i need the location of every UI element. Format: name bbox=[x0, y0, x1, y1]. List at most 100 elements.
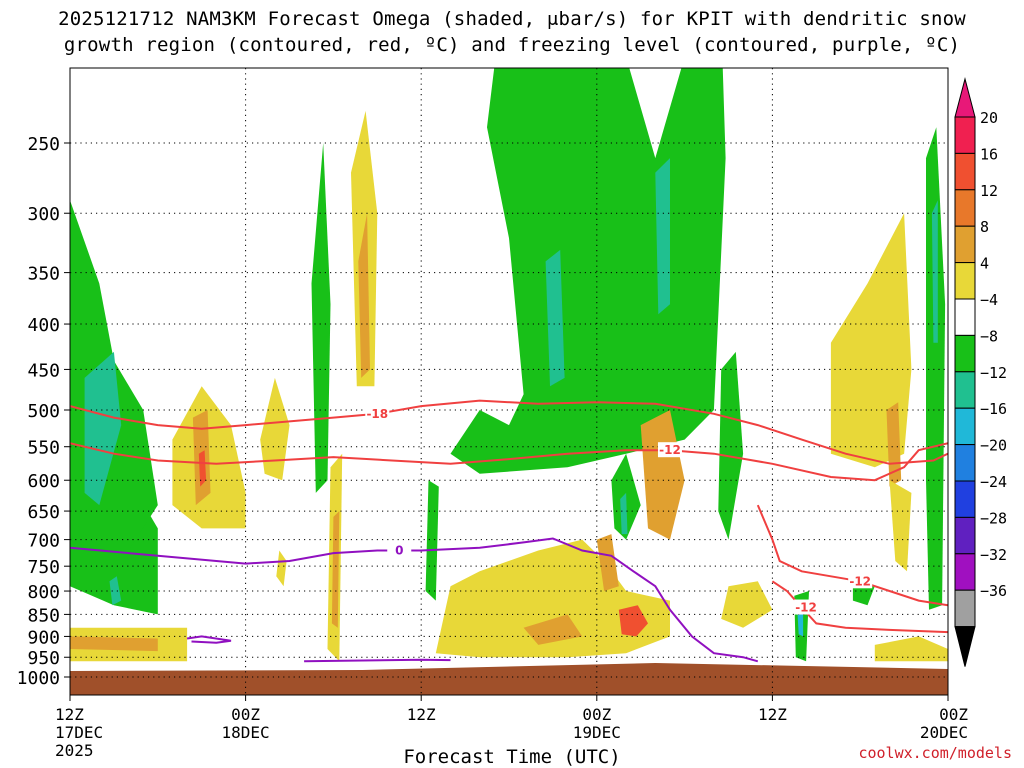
colorbar-bottom-arrow bbox=[954, 626, 976, 667]
colorbar-swatch bbox=[954, 334, 976, 373]
x-tick-label: 12Z bbox=[407, 705, 436, 724]
contour--18 bbox=[70, 399, 948, 465]
colorbar-level: 12 bbox=[980, 182, 998, 200]
x-tick-label: 00Z bbox=[939, 705, 968, 724]
omega-region-32 bbox=[830, 213, 912, 468]
y-tick-label: 950 bbox=[27, 648, 60, 669]
y-tick-label: 850 bbox=[27, 605, 60, 626]
colorbar-level: 8 bbox=[980, 218, 989, 236]
contour-label: -18 bbox=[366, 407, 388, 421]
y-tick-label: 800 bbox=[27, 582, 60, 603]
colorbar-level: −24 bbox=[980, 473, 1007, 491]
omega-region-16 bbox=[425, 480, 439, 601]
colorbar-level: −28 bbox=[980, 509, 1007, 527]
colorbar-swatch bbox=[954, 262, 976, 300]
omega-shading bbox=[70, 68, 948, 662]
colorbar-swatch bbox=[954, 480, 976, 518]
colorbar-swatch bbox=[954, 116, 976, 154]
plot-frame bbox=[69, 67, 949, 696]
x-tick-date: 17DEC bbox=[55, 723, 103, 742]
contour--12c bbox=[771, 580, 948, 634]
colorbar-swatch bbox=[954, 553, 976, 591]
contour-0c bbox=[304, 658, 451, 663]
y-axis: 2503003504004505005506006507007508008509… bbox=[17, 134, 70, 689]
contour-0b bbox=[186, 635, 232, 644]
omega-region-19 bbox=[655, 158, 670, 315]
x-tick-label: 00Z bbox=[231, 705, 260, 724]
colorbar-level: 16 bbox=[980, 145, 998, 163]
contour-label: -12 bbox=[849, 574, 871, 588]
omega-region-20 bbox=[435, 539, 670, 658]
omega-region-5 bbox=[109, 576, 122, 606]
colorbar-top-arrow bbox=[954, 77, 976, 118]
contour--12 bbox=[70, 442, 948, 482]
colorbar-level: −8 bbox=[980, 327, 998, 345]
colorbar-swatch bbox=[954, 298, 976, 336]
colorbar-swatch bbox=[954, 407, 976, 446]
omega-region-17 bbox=[450, 68, 726, 474]
omega-region-36 bbox=[931, 200, 938, 343]
credit-text: coolwx.com/models bbox=[858, 744, 1012, 762]
y-tick-label: 750 bbox=[27, 557, 60, 578]
chart-title-line2: growth region (contoured, red, ºC) and f… bbox=[63, 34, 961, 56]
y-tick-label: 550 bbox=[27, 438, 60, 459]
colorbar-level: −16 bbox=[980, 400, 1007, 418]
omega-region-26 bbox=[620, 492, 628, 535]
omega-region-28 bbox=[721, 581, 773, 628]
y-tick-label: 300 bbox=[27, 204, 60, 225]
omega-region-1 bbox=[70, 636, 158, 652]
omega-region-21 bbox=[596, 534, 619, 591]
contour-label-bg bbox=[657, 442, 682, 458]
omega-region-37 bbox=[874, 636, 948, 662]
contour-label-bg bbox=[848, 573, 873, 589]
y-tick-label: 650 bbox=[27, 502, 60, 523]
omega-region-4 bbox=[84, 351, 122, 506]
omega-region-24 bbox=[618, 605, 648, 637]
contour-label: -12 bbox=[659, 443, 681, 457]
colorbar-level: −12 bbox=[980, 364, 1007, 382]
x-tick-label: 12Z bbox=[55, 705, 84, 724]
y-tick-label: 450 bbox=[27, 360, 60, 381]
omega-region-8 bbox=[198, 450, 207, 487]
colorbar-level: −4 bbox=[980, 291, 998, 309]
omega-region-15 bbox=[276, 550, 287, 587]
contour-lines: -18 -12 -12 -12 0 bbox=[70, 399, 948, 663]
omega-region-22 bbox=[523, 614, 583, 645]
colorbar-level: −32 bbox=[980, 546, 1007, 564]
x-tick-year: 2025 bbox=[55, 741, 94, 760]
colorbar-swatch bbox=[954, 225, 976, 264]
x-tick-date: 18DEC bbox=[222, 723, 270, 742]
x-tick-label: 12Z bbox=[758, 705, 787, 724]
colorbar-level: 20 bbox=[980, 109, 998, 127]
x-tick-date: 20DEC bbox=[920, 723, 968, 742]
contour-label-bg bbox=[387, 542, 412, 558]
colorbar-swatch bbox=[954, 371, 976, 409]
contour--12b bbox=[756, 504, 948, 607]
omega-region-14 bbox=[358, 213, 370, 378]
colorbar-level: −36 bbox=[980, 582, 1007, 600]
contour-label-bg bbox=[794, 599, 819, 615]
colorbar-swatch bbox=[954, 152, 976, 191]
colorbar: 20 16 12 8 4 −4 −8 −12 −16 −20 −24 −28 −32 −36 bbox=[954, 77, 1007, 667]
y-tick-label: 400 bbox=[27, 315, 60, 336]
y-tick-label: 500 bbox=[27, 401, 60, 422]
contour-label-bg bbox=[365, 405, 390, 421]
y-tick-label: 1000 bbox=[17, 668, 60, 689]
colorbar-swatch bbox=[954, 444, 976, 482]
colorbar-level: 4 bbox=[980, 255, 989, 273]
omega-region-12 bbox=[331, 511, 340, 628]
colorbar-swatch bbox=[954, 189, 976, 227]
x-axis-label: Forecast Time (UTC) bbox=[403, 746, 621, 768]
colorbar-swatch bbox=[954, 589, 976, 628]
y-tick-label: 350 bbox=[27, 264, 60, 285]
colorbar-level: −20 bbox=[980, 437, 1007, 455]
chart-title-line1: 2025121712 NAM3KM Forecast Omega (shaded… bbox=[58, 8, 966, 30]
x-tick-label: 00Z bbox=[582, 705, 611, 724]
omega-region-34 bbox=[889, 480, 912, 572]
contour-label: 0 bbox=[395, 543, 403, 557]
omega-region-27 bbox=[718, 351, 744, 540]
y-tick-label: 600 bbox=[27, 471, 60, 492]
omega-region-9 bbox=[260, 377, 290, 481]
